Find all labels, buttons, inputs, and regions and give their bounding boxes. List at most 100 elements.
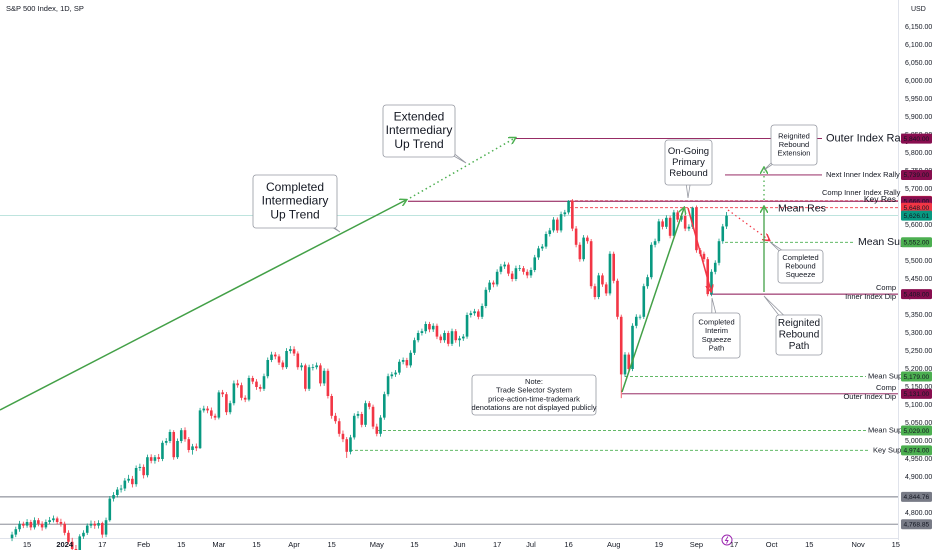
candle-body (416, 333, 420, 341)
candle-body (469, 313, 473, 315)
candle-body (112, 495, 115, 499)
price-tag (901, 133, 932, 144)
x-tick-label: 17 (98, 540, 106, 549)
completed-trend-line (0, 200, 406, 411)
callout-text: Note: (525, 377, 543, 386)
candle-body (123, 480, 127, 489)
x-tick-label: Apr (288, 540, 300, 549)
x-tick-label: 15 (177, 540, 185, 549)
candle-body (499, 266, 503, 272)
candle-body (281, 362, 285, 368)
y-tick-label: 6,100.00 (905, 42, 932, 49)
y-tick-label: 4,900.00 (905, 474, 932, 481)
candle-body (138, 466, 142, 468)
candle-body (18, 523, 21, 530)
y-tick-label: 6,000.00 (905, 78, 932, 85)
callout-text: Trade Selector System (496, 386, 572, 395)
y-tick-label: 5,100.00 (905, 402, 932, 409)
candle-body (59, 522, 63, 524)
candle-body (142, 466, 145, 476)
candle-body (337, 421, 341, 434)
x-tick-label: 15 (252, 540, 260, 549)
candle-body (52, 518, 55, 521)
candle-body (349, 437, 352, 452)
candle-body (198, 410, 202, 449)
candle-body (578, 244, 582, 260)
candle-body (326, 370, 330, 396)
candle-body (225, 394, 228, 413)
candle-body (582, 237, 585, 260)
candle-body (217, 392, 221, 418)
candle-body (589, 241, 593, 287)
candle-body (529, 270, 533, 276)
candle-body (443, 333, 446, 341)
candle-body (322, 370, 326, 384)
candle-body (149, 457, 153, 461)
candle-body (446, 333, 450, 344)
candle-body (631, 325, 634, 369)
candle-body (255, 381, 258, 387)
callout-text: Intermediary (386, 123, 453, 137)
candle-body (236, 383, 239, 386)
candle-body (183, 430, 187, 440)
candle-body (213, 415, 217, 418)
x-tick-label: 19 (655, 540, 663, 549)
candle-body (567, 200, 570, 213)
candle-body (702, 253, 706, 260)
level-name: Key Sup (873, 445, 901, 454)
callout-box (775, 314, 823, 356)
candle-body (352, 415, 356, 438)
candle-body (665, 217, 668, 227)
y-tick-label: 5,900.00 (905, 114, 932, 121)
y-tick-label: 5,500.00 (905, 258, 932, 265)
candle-body (292, 349, 296, 354)
callout-text: price-action-time-trademark (488, 394, 580, 403)
candle-body (431, 325, 435, 330)
candle-body (458, 338, 461, 341)
candle-body (604, 284, 608, 294)
candle-body (668, 217, 672, 236)
candle-body (713, 262, 717, 272)
candle-body (364, 403, 367, 425)
candle-body (401, 360, 405, 362)
candle-body (371, 406, 375, 427)
annotations: Outer Index Rally Next Inner Index Rally K… (252, 104, 911, 454)
candle-body (571, 200, 574, 229)
callout-text: Completed (266, 180, 324, 194)
candle-body (398, 361, 401, 373)
candle-body (228, 403, 232, 413)
candle-body (304, 365, 307, 389)
candle-body (176, 441, 179, 458)
candle-body (450, 331, 454, 344)
candle-body (334, 415, 337, 422)
candle-body (492, 282, 495, 285)
candle-body (40, 523, 44, 528)
candle-body (627, 354, 631, 369)
candle-body (612, 253, 616, 281)
axes: S&P 500 Index, 1D, SP USD 6,150.00 6,100.… (6, 4, 932, 549)
level-name: Outer Index Rally (826, 133, 911, 145)
candle-body (202, 408, 206, 411)
x-tick-label: May (370, 540, 384, 549)
candle-body (435, 325, 439, 337)
candle-body (37, 520, 40, 524)
candle-body (258, 387, 262, 389)
x-tick-label: 17 (730, 540, 738, 549)
candle-body (157, 457, 160, 459)
callout-box (777, 249, 824, 284)
event-icon[interactable] (721, 534, 733, 546)
candle-body (510, 273, 514, 279)
x-tick-label: Sep (690, 540, 703, 549)
candle-body (552, 219, 555, 231)
candle-body (477, 311, 480, 317)
candle-body (161, 442, 164, 459)
callout-box (664, 139, 713, 186)
y-tick-label: 5,300.00 (905, 330, 932, 337)
candle-body (319, 365, 322, 384)
callout-box (382, 104, 456, 158)
level-name: Key Res (864, 194, 896, 204)
candle-body (454, 331, 458, 341)
candle-body (514, 268, 518, 279)
price-tag-label: 5,648.00 (904, 205, 930, 212)
